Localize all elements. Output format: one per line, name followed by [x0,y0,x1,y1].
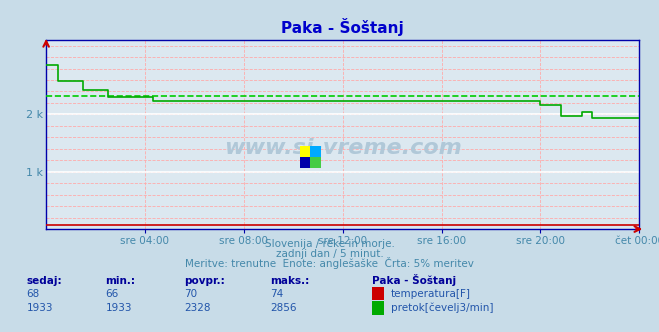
Text: Paka - Šoštanj: Paka - Šoštanj [372,274,457,286]
Text: 1933: 1933 [105,303,132,313]
Text: 2856: 2856 [270,303,297,313]
Text: 74: 74 [270,289,283,299]
Text: zadnji dan / 5 minut.: zadnji dan / 5 minut. [275,249,384,259]
Text: temperatura[F]: temperatura[F] [391,289,471,299]
Text: sedaj:: sedaj: [26,276,62,286]
Text: www.si-vreme.com: www.si-vreme.com [224,138,461,158]
Text: pretok[čevelj3/min]: pretok[čevelj3/min] [391,303,494,313]
Text: 70: 70 [185,289,198,299]
Text: 2328: 2328 [185,303,211,313]
Title: Paka - Šoštanj: Paka - Šoštanj [281,18,404,36]
Text: 1933: 1933 [26,303,53,313]
Text: povpr.:: povpr.: [185,276,225,286]
Text: min.:: min.: [105,276,136,286]
Text: 66: 66 [105,289,119,299]
Text: maks.:: maks.: [270,276,310,286]
Text: Slovenija / reke in morje.: Slovenija / reke in morje. [264,239,395,249]
Text: 68: 68 [26,289,40,299]
Text: Meritve: trenutne  Enote: anglešaške  Črta: 5% meritev: Meritve: trenutne Enote: anglešaške Črta… [185,257,474,269]
